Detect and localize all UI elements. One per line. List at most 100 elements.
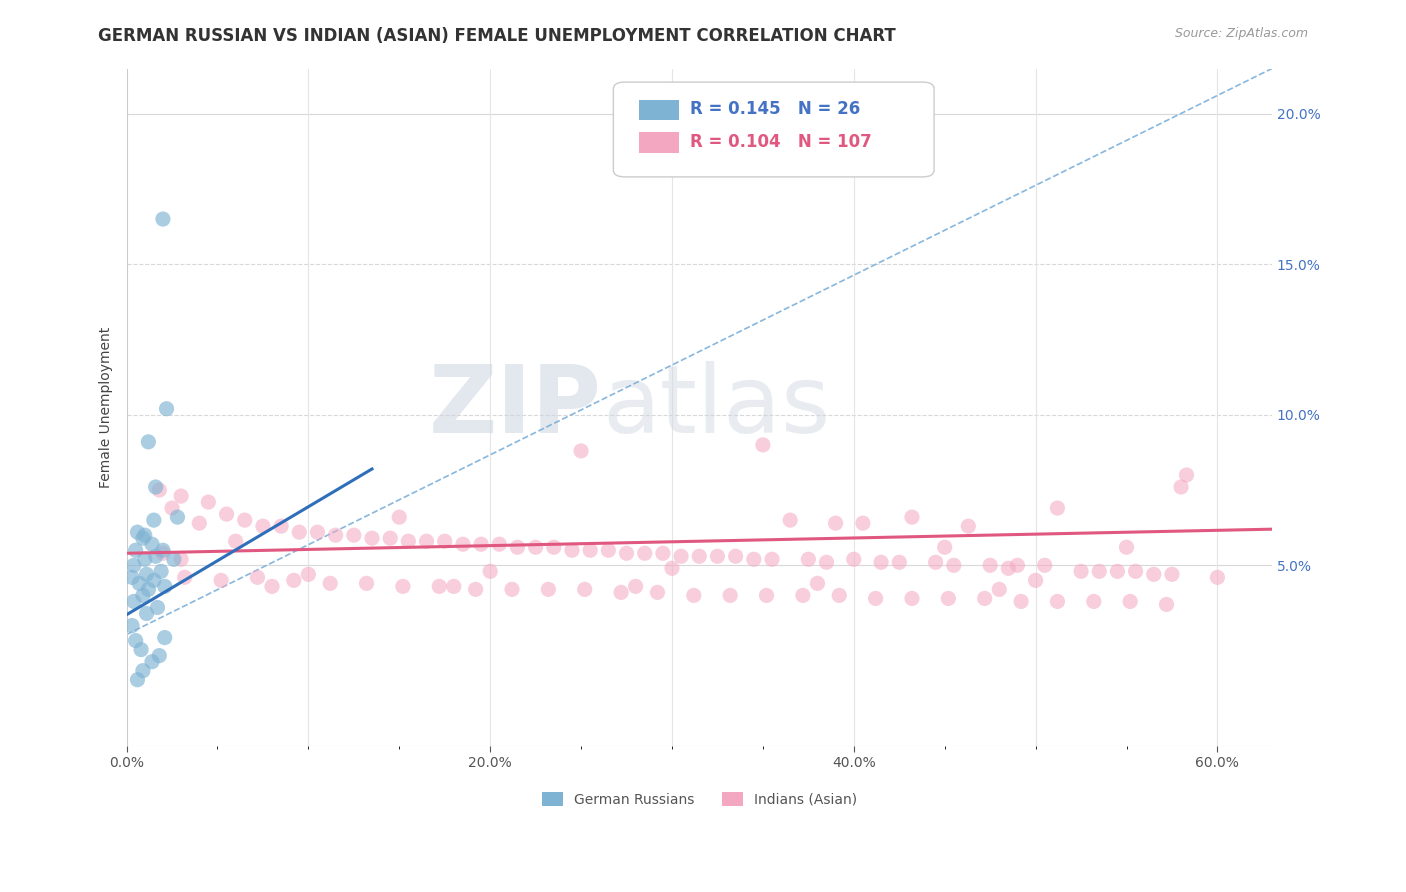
Point [145,549,167,564]
Point [1033,558,1056,573]
Point [361,531,384,545]
Point [1107,564,1129,578]
Text: Source: ZipAtlas.com: Source: ZipAtlas.com [1174,27,1308,40]
Point [132,589,155,603]
Point [1119,594,1142,608]
Point [163,552,186,566]
Point [388,510,411,524]
Point [246,570,269,584]
Point [973,591,995,606]
Point [598,543,620,558]
Point [396,534,419,549]
Point [134,552,156,566]
Point [889,555,911,569]
Point [152,543,174,558]
Point [1175,467,1198,482]
Point [661,561,683,575]
Point [170,489,193,503]
Point [356,576,378,591]
Point [579,543,602,558]
Point [1161,567,1184,582]
Point [934,540,956,554]
Bar [638,132,679,153]
Y-axis label: Female Unemployment: Female Unemployment [100,326,114,488]
Point [742,552,765,566]
Point [979,558,1001,573]
Point [1046,594,1069,608]
Point [464,582,486,597]
Point [142,574,165,588]
Point [121,570,143,584]
Point [1206,570,1229,584]
Point [148,483,170,497]
Point [806,576,828,591]
Point [865,591,887,606]
Point [415,534,437,549]
Text: R = 0.145   N = 26: R = 0.145 N = 26 [690,100,860,118]
Point [524,540,547,554]
Point [307,525,329,540]
Point [924,555,946,569]
Point [427,579,450,593]
Point [380,531,402,545]
Point [824,516,846,530]
Point [1125,564,1147,578]
Point [718,589,741,603]
Text: atlas: atlas [602,361,830,453]
Point [134,528,156,542]
Point [724,549,747,564]
Point [124,543,146,558]
Point [988,582,1011,597]
Point [537,582,560,597]
Point [170,552,193,566]
Point [1007,558,1029,573]
Point [166,510,188,524]
Point [209,574,232,588]
Text: GERMAN RUSSIAN VS INDIAN (ASIAN) FEMALE UNEMPLOYMENT CORRELATION CHART: GERMAN RUSSIAN VS INDIAN (ASIAN) FEMALE … [98,27,896,45]
Point [153,579,176,593]
Point [479,564,502,578]
Point [122,594,145,608]
Point [901,591,924,606]
Point [197,495,219,509]
Point [901,510,924,524]
Point [569,443,592,458]
Point [706,549,728,564]
Point [574,582,596,597]
Point [288,525,311,540]
Point [669,549,692,564]
Point [752,438,775,452]
Point [997,561,1019,575]
Point [852,516,875,530]
Legend: German Russians, Indians (Asian): German Russians, Indians (Asian) [534,785,863,814]
Point [506,540,529,554]
Point [225,534,247,549]
Point [942,558,965,573]
Point [616,546,638,560]
Point [1025,574,1047,588]
Point [188,516,211,530]
Point [761,552,783,566]
Point [501,582,523,597]
Point [842,552,865,566]
Point [152,212,174,227]
Point [451,537,474,551]
Point [173,570,195,584]
Point [815,555,838,569]
Point [215,507,238,521]
Point [1156,598,1178,612]
Point [142,513,165,527]
Point [155,401,177,416]
Point [797,552,820,566]
Point [647,585,669,599]
Point [297,567,319,582]
Point [141,655,163,669]
Point [138,434,160,449]
Point [443,579,465,593]
Point [150,564,173,578]
Point [260,579,283,593]
Point [128,576,150,591]
Point [141,537,163,551]
Point [1070,564,1092,578]
Point [146,600,169,615]
